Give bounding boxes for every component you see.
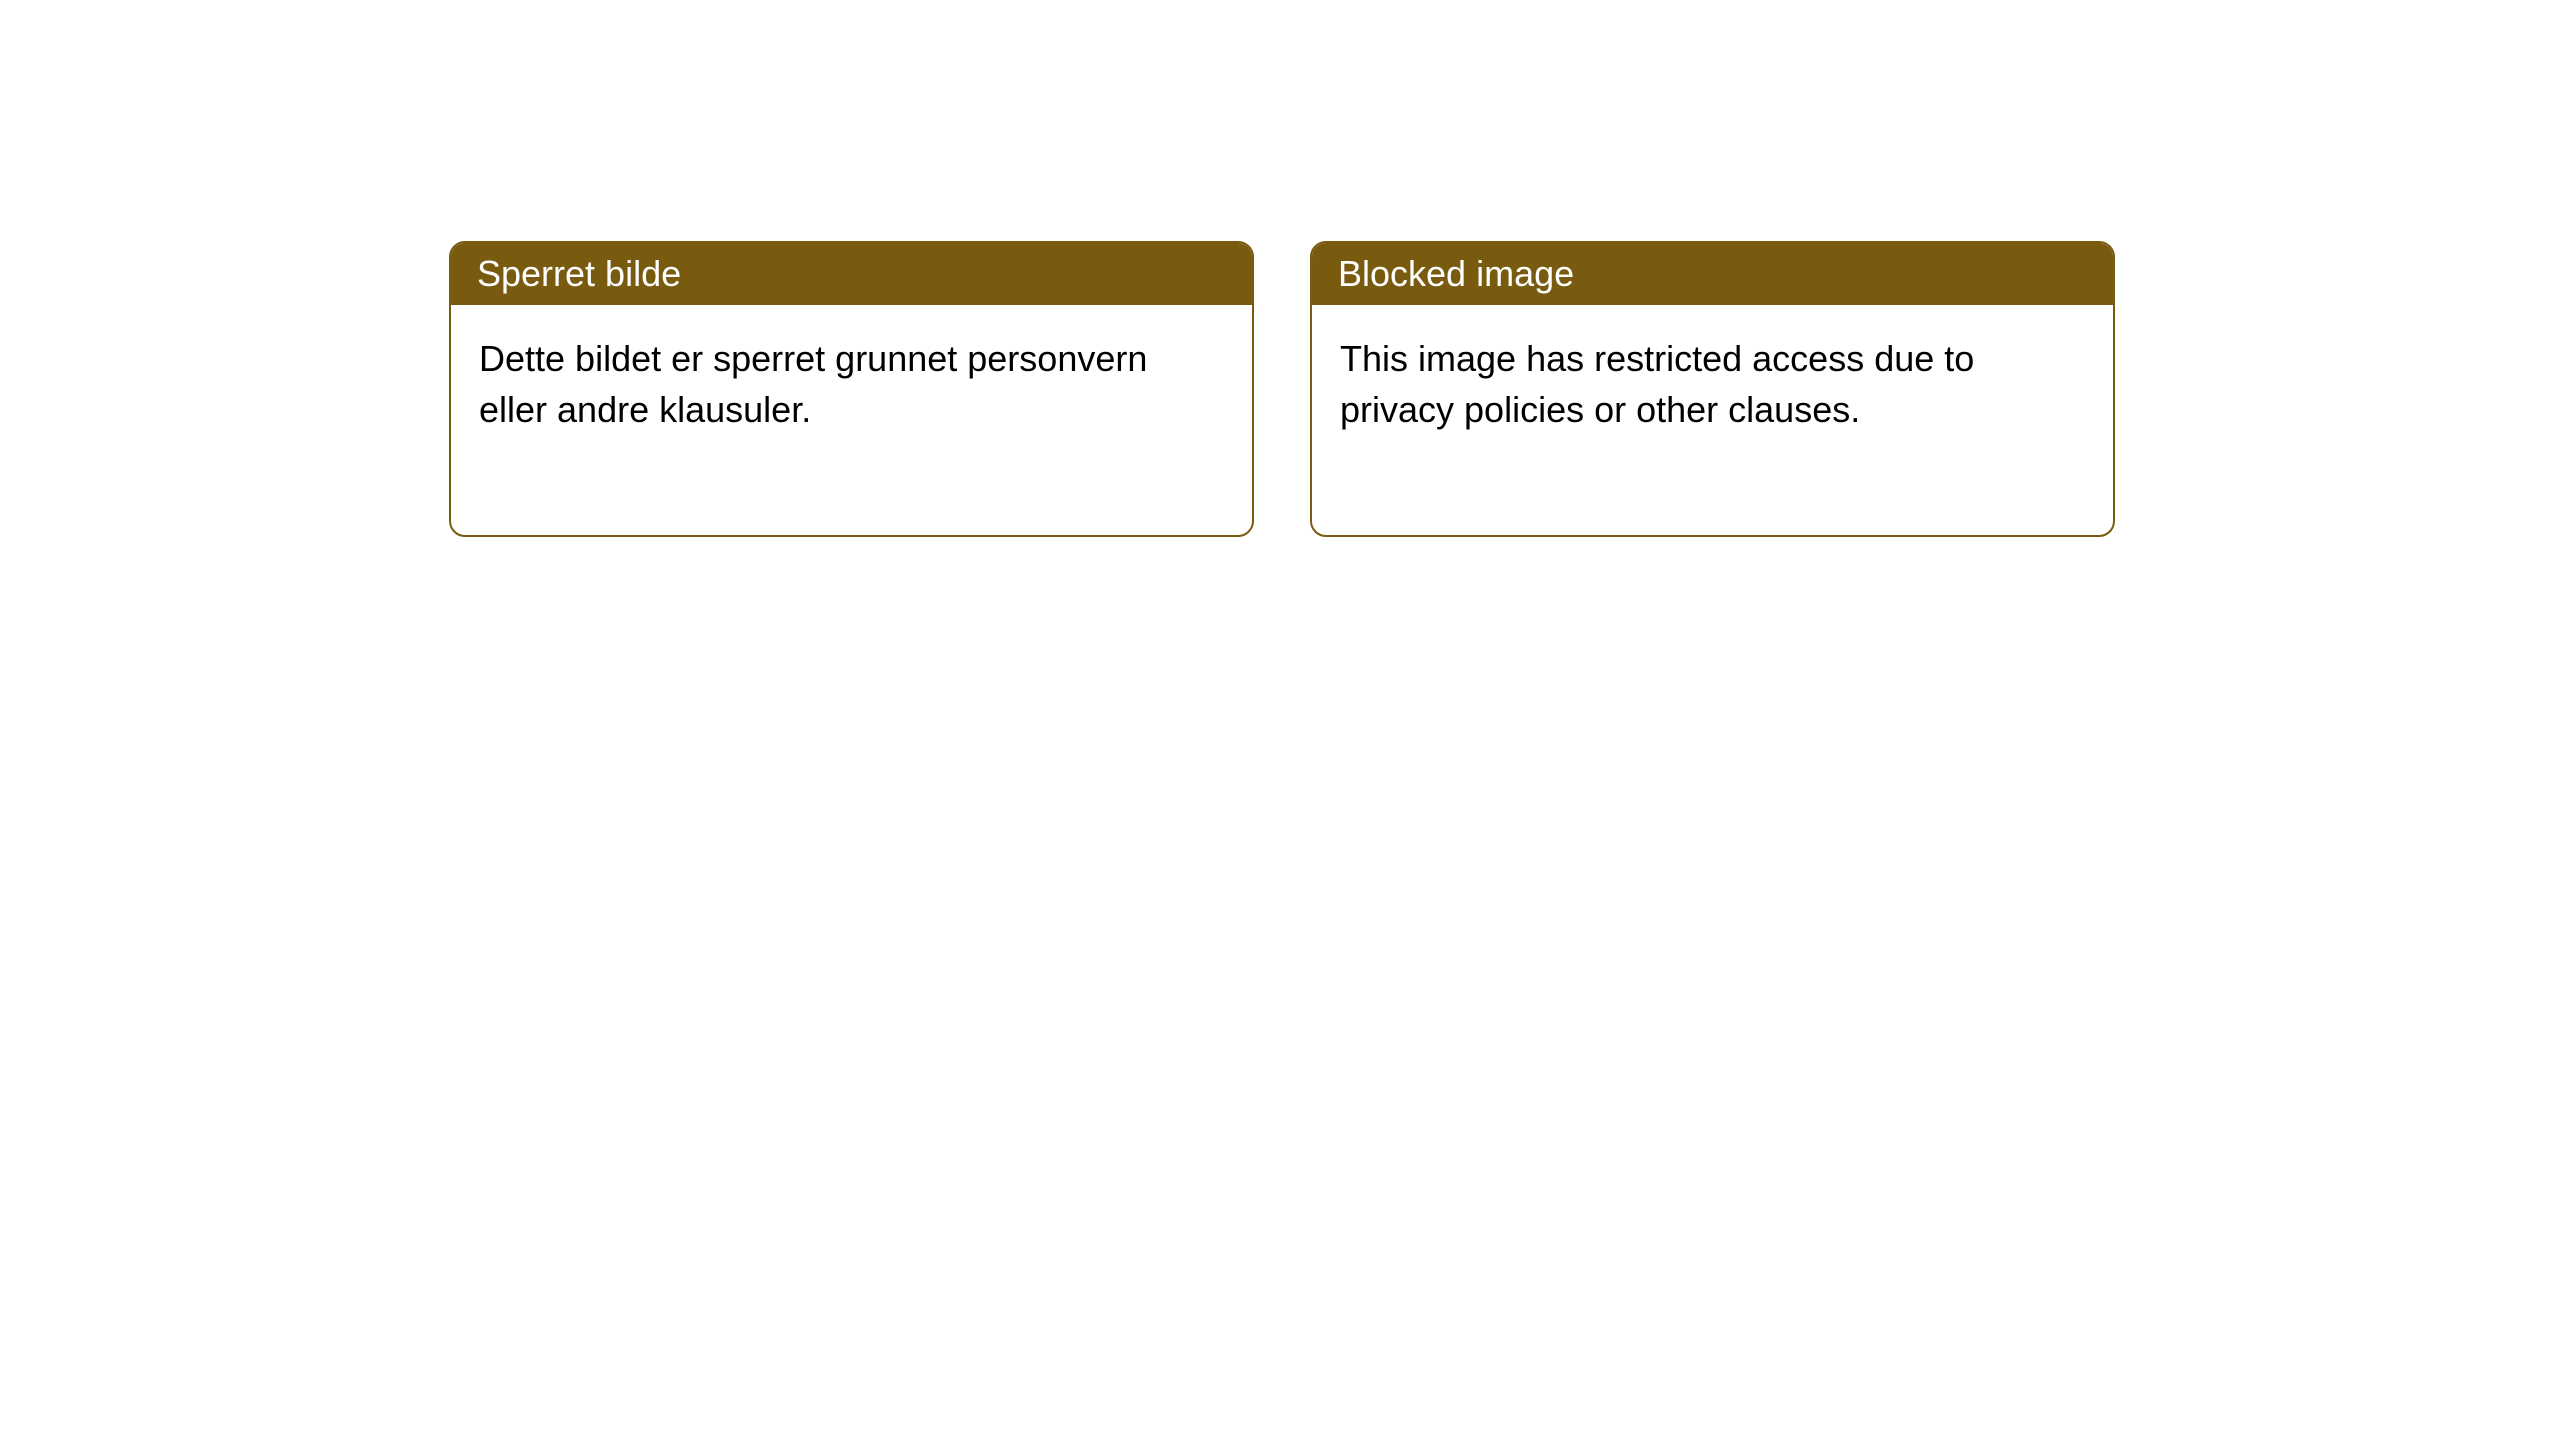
notice-title: Blocked image [1338, 253, 1574, 294]
notice-container: Sperret bilde Dette bildet er sperret gr… [0, 0, 2560, 537]
notice-card-norwegian: Sperret bilde Dette bildet er sperret gr… [449, 241, 1254, 537]
notice-body: Dette bildet er sperret grunnet personve… [451, 305, 1252, 535]
notice-title: Sperret bilde [477, 253, 681, 294]
notice-body: This image has restricted access due to … [1312, 305, 2113, 535]
notice-body-text: Dette bildet er sperret grunnet personve… [479, 338, 1147, 430]
notice-header: Sperret bilde [451, 243, 1252, 305]
notice-card-english: Blocked image This image has restricted … [1310, 241, 2115, 537]
notice-body-text: This image has restricted access due to … [1340, 338, 1974, 430]
notice-header: Blocked image [1312, 243, 2113, 305]
